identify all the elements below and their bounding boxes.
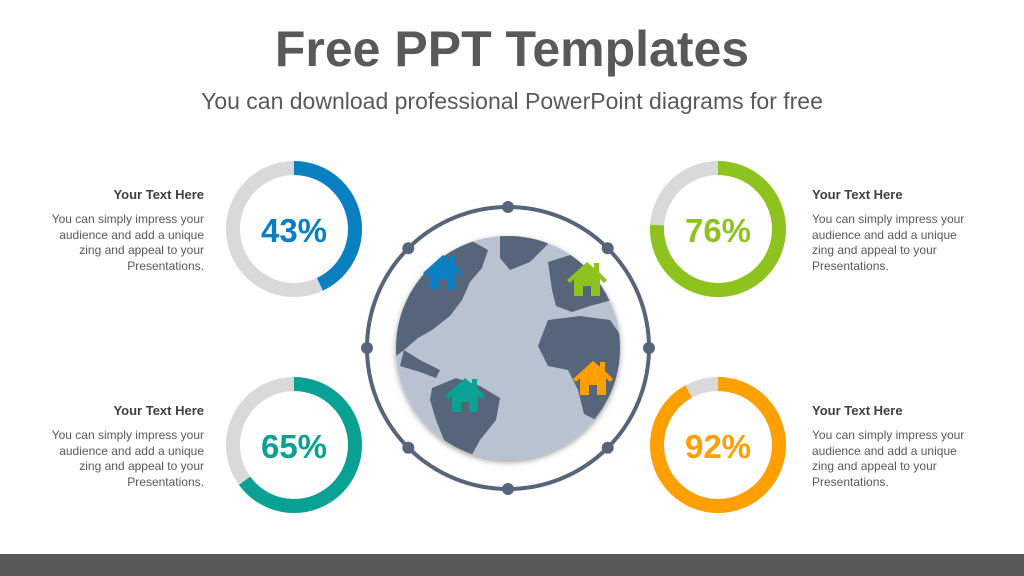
- orbit-node: [502, 201, 514, 213]
- orbit-node: [601, 242, 614, 255]
- house-icon-green: [567, 262, 607, 296]
- donut-progress: [226, 377, 362, 513]
- donut-top-right: 76%: [650, 161, 786, 297]
- slide-subtitle: You can download professional PowerPoint…: [201, 88, 823, 114]
- percent-label: 43%: [261, 212, 327, 249]
- house-icon-blue: [423, 255, 463, 289]
- donut-progress: [226, 161, 362, 297]
- block-heading: Your Text Here: [812, 403, 903, 418]
- donut-top-left: 43%: [226, 161, 362, 297]
- text-block-top-left: Your Text Here You can simply impress yo…: [44, 187, 204, 274]
- slide-title: Free PPT Templates: [274, 21, 750, 77]
- block-body: You can simply impress your audience and…: [812, 428, 965, 489]
- percent-label: 76%: [685, 212, 751, 249]
- block-heading: Your Text Here: [113, 403, 204, 418]
- block-body: You can simply impress your audience and…: [51, 428, 204, 489]
- donut-bottom-left: 65%: [226, 377, 362, 513]
- text-block-bottom-right: Your Text Here You can simply impress yo…: [812, 403, 972, 490]
- donut-bottom-right: 92%: [650, 377, 786, 513]
- orbit-node: [402, 242, 415, 255]
- text-block-top-right: Your Text Here You can simply impress yo…: [812, 187, 972, 274]
- orbit-node: [601, 441, 614, 454]
- house-icon-orange: [573, 361, 613, 395]
- percent-label: 92%: [685, 428, 751, 465]
- text-block-bottom-left: Your Text Here You can simply impress yo…: [44, 403, 204, 490]
- block-body: You can simply impress your audience and…: [51, 212, 204, 273]
- orbit-node: [402, 441, 415, 454]
- orbit-node: [643, 342, 655, 354]
- orbit-ring: [361, 201, 655, 495]
- footer-bar: [0, 554, 1024, 576]
- block-heading: Your Text Here: [113, 187, 204, 202]
- donut-progress: [650, 161, 786, 297]
- orbit-node: [502, 483, 514, 495]
- orbit-node: [361, 342, 373, 354]
- block-heading: Your Text Here: [812, 187, 903, 202]
- house-icon-teal: [445, 378, 485, 412]
- block-body: You can simply impress your audience and…: [812, 212, 965, 273]
- percent-label: 65%: [261, 428, 327, 465]
- donut-progress: [650, 377, 786, 513]
